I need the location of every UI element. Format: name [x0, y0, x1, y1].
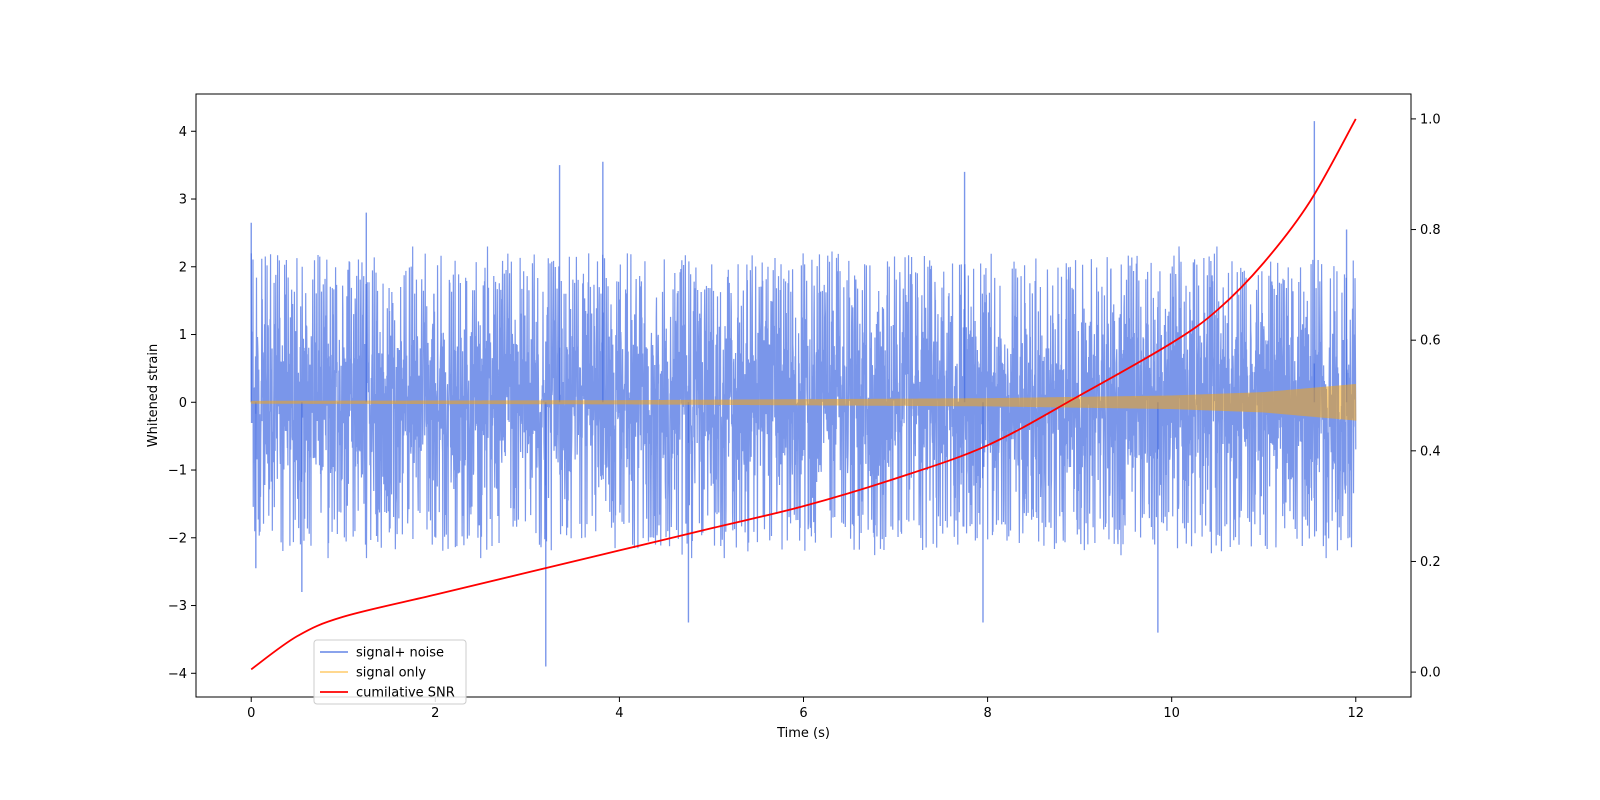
y2-tick-label: 1.0 [1420, 112, 1441, 127]
x-tick-label: 6 [799, 706, 807, 721]
y2-tick-label: 0.6 [1420, 334, 1441, 349]
y-tick-label: 3 [179, 193, 187, 208]
y-tick-label: 0 [179, 396, 187, 411]
y2-tick-label: 0.4 [1420, 444, 1441, 459]
y-axis-label: Whitened strain [146, 344, 161, 447]
legend-label: cumilative SNR [356, 686, 455, 701]
legend-label: signal only [356, 666, 426, 681]
cumulative-snr-line [250, 118, 1357, 671]
legend-box [313, 639, 467, 705]
y-tick-label: −2 [168, 531, 187, 546]
x-axis-label: Time (s) [776, 726, 830, 741]
y-tick-label: 1 [179, 328, 187, 343]
signal-only-line [250, 384, 1357, 421]
x-tick-label: 0 [247, 706, 255, 721]
y-tick-label: −3 [168, 599, 187, 614]
x-tick-label: 12 [1347, 706, 1364, 721]
y2-tick-label: 0.0 [1420, 666, 1441, 681]
legend: signal+ noise signal only cumilative SNR [313, 639, 467, 705]
y2-tick-label: 0.2 [1420, 555, 1441, 570]
x-tick-label: 8 [983, 706, 991, 721]
y-tick-label: 2 [179, 260, 187, 275]
x-tick-label: 4 [615, 706, 623, 721]
signal-noise-series [250, 121, 1357, 667]
legend-label: signal+ noise [356, 646, 444, 661]
y-tick-label: −4 [168, 667, 187, 682]
x-tick-label: 10 [1163, 706, 1180, 721]
x-tick-label: 2 [431, 706, 439, 721]
y-tick-label: 4 [179, 125, 187, 140]
y-tick-label: −1 [168, 464, 187, 479]
signal-only-series [250, 384, 1357, 421]
y2-tick-label: 0.8 [1420, 223, 1441, 238]
cumulative-snr-series [250, 118, 1357, 671]
